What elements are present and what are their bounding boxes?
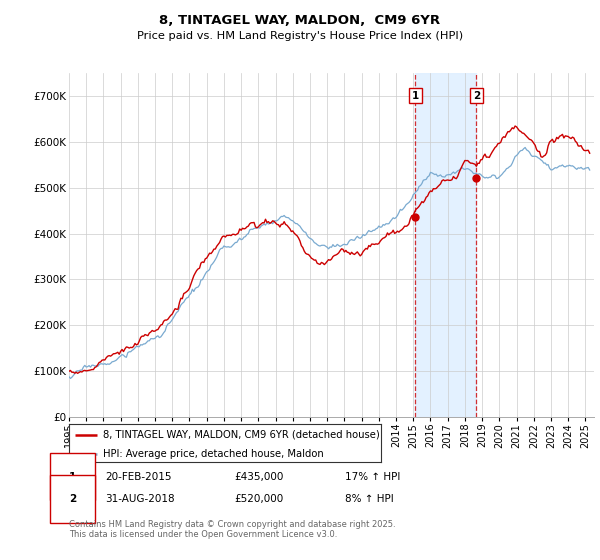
Bar: [415, 73, 476, 417]
Text: 8, TINTAGEL WAY, MALDON,  CM9 6YR: 8, TINTAGEL WAY, MALDON, CM9 6YR: [160, 14, 440, 27]
Text: 20-FEB-2015: 20-FEB-2015: [105, 472, 172, 482]
Text: 1: 1: [412, 91, 419, 101]
Text: Price paid vs. HM Land Registry's House Price Index (HPI): Price paid vs. HM Land Registry's House …: [137, 31, 463, 41]
Text: 2: 2: [69, 494, 76, 504]
Text: 1: 1: [69, 472, 76, 482]
Text: £435,000: £435,000: [234, 472, 283, 482]
Text: £520,000: £520,000: [234, 494, 283, 504]
Text: 31-AUG-2018: 31-AUG-2018: [105, 494, 175, 504]
Text: 8, TINTAGEL WAY, MALDON, CM9 6YR (detached house): 8, TINTAGEL WAY, MALDON, CM9 6YR (detach…: [103, 430, 380, 440]
Text: 17% ↑ HPI: 17% ↑ HPI: [345, 472, 400, 482]
Text: Contains HM Land Registry data © Crown copyright and database right 2025.
This d: Contains HM Land Registry data © Crown c…: [69, 520, 395, 539]
Text: 8% ↑ HPI: 8% ↑ HPI: [345, 494, 394, 504]
Text: 2: 2: [473, 91, 480, 101]
Text: HPI: Average price, detached house, Maldon: HPI: Average price, detached house, Mald…: [103, 449, 324, 459]
